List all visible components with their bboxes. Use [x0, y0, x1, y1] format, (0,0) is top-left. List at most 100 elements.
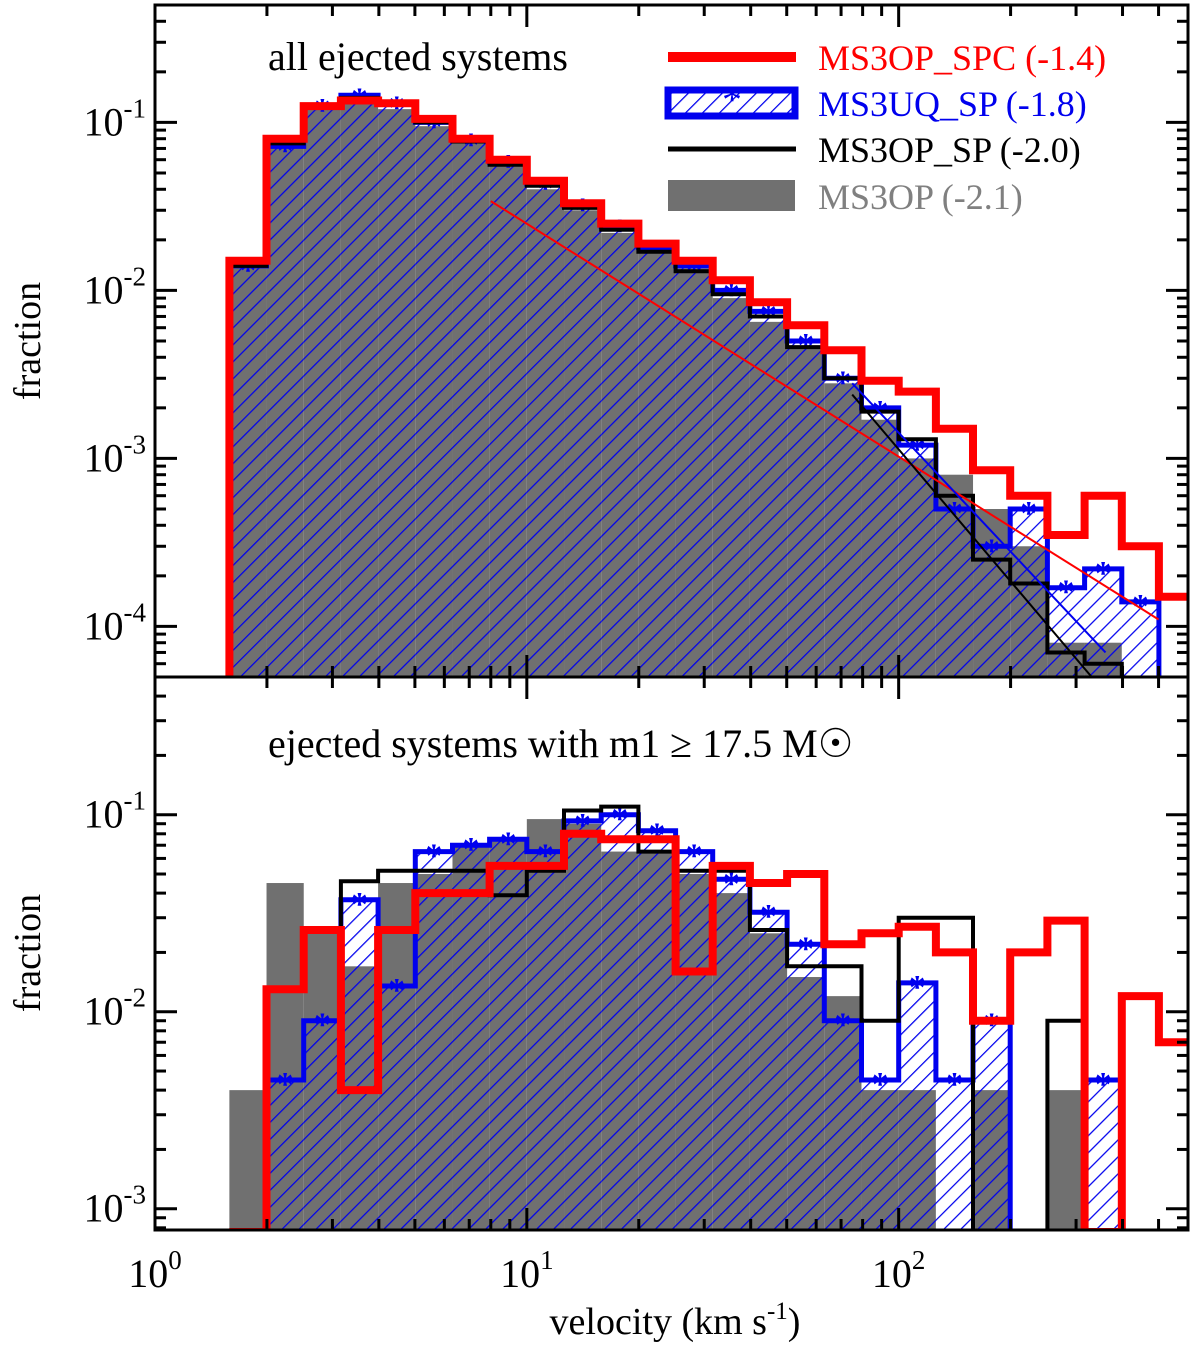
asterisk-marker-19: * [946, 1066, 963, 1103]
legend-label-ms3op: MS3OP (-2.1) [818, 177, 1023, 217]
asterisk-marker-12: * [686, 838, 703, 875]
ticks-bottom [153, 675, 1190, 1230]
hatch-ms3uq-sp-1-8-5 [415, 851, 453, 1230]
y-tick-labels-bottom: 10-1 10-2 10-3 [84, 786, 147, 1231]
fit-line-1 [851, 393, 1094, 677]
asterisk-marker-15: * [797, 930, 814, 967]
asterisk-marker-16: * [834, 364, 851, 401]
hatch-ms3uq-sp-1-8-11 [638, 830, 676, 1230]
hatch-ms3uq-sp-1-8-4 [378, 103, 416, 677]
legend: MS3OP_SPC (-1.4) * MS3UQ_SP (-1.8) MS3OP… [664, 38, 1106, 217]
fit-line-0 [490, 200, 1160, 621]
asterisk-marker-11: * [648, 817, 665, 854]
asterisk-marker-9: * [574, 192, 591, 229]
hatch-ms3uq-sp-1-8-9 [564, 820, 602, 1230]
hatch-ms3uq-sp-1-8-19 [935, 1080, 974, 1230]
asterisk-marker-20: * [983, 1007, 1000, 1044]
x-tick-labels: 100 101 102 [128, 1245, 925, 1296]
hatch-ms3uq-sp-1-8-14 [749, 912, 788, 1230]
hatch-ms3uq-sp-1-8-23 [1084, 1080, 1122, 1230]
series-layer-bottom: ***** * * ** * *********** [229, 801, 1188, 1230]
asterisk-marker-8: * [537, 170, 554, 207]
x-tick-label: 101 [500, 1245, 554, 1296]
hatch-ms3uq-sp-1-8-10 [601, 226, 639, 677]
asterisk-marker-19: * [946, 495, 963, 532]
hatch-ms3uq-sp-1-8-3 [340, 899, 379, 1230]
asterisk-marker-13: * [723, 865, 740, 902]
hatch-ms3uq-sp-1-8-23 [1084, 568, 1122, 677]
legend-swatch-gray-fill [668, 180, 795, 211]
legend-asterisk-icon: * [722, 77, 742, 122]
fit-line-2 [851, 382, 1107, 654]
panel-all-ejected: ************************* 10-110-210-310… [7, 3, 1190, 679]
asterisk-marker-18: * [909, 431, 926, 468]
asterisk-marker-5: * [425, 838, 442, 875]
y-tick-label: 10-2 [84, 261, 147, 312]
hatch-ms3uq-sp-1-8-7 [489, 162, 527, 677]
asterisk-marker-7: * [500, 825, 517, 862]
panel-title-top: all ejected systems [268, 34, 568, 79]
hatch-ms3uq-sp-1-8-14 [749, 311, 788, 677]
hatch-ms3uq-sp-1-8-15 [787, 341, 825, 677]
hatch-ms3uq-sp-1-8-6 [452, 140, 490, 677]
hatch-ms3uq-sp-1-8-13 [712, 290, 750, 677]
y-tick-label: 10-4 [84, 597, 147, 648]
hatch-ms3uq-sp-1-8-9 [564, 205, 602, 677]
hatch-ms3uq-sp-1-8-17 [861, 407, 899, 677]
hatch-ms3uq-sp-1-8-12 [675, 265, 713, 677]
asterisk-marker-22: * [1057, 574, 1074, 611]
hatch-ms3uq-sp-1-8-10 [601, 814, 639, 1230]
hatch-ms3uq-sp-1-8-7 [489, 839, 527, 1230]
ticks-top [153, 3, 1190, 679]
hatch-ms3uq-sp-1-8-16 [824, 1020, 862, 1230]
asterisk-marker-4: * [388, 972, 405, 1009]
asterisk-marker-2: * [314, 92, 331, 129]
legend-label-ms3uq-sp: MS3UQ_SP (-1.8) [818, 84, 1087, 124]
hatch-ms3uq-sp-1-8-5 [415, 122, 453, 677]
legend-label-ms3op-sp: MS3OP_SP (-2.0) [818, 130, 1081, 170]
legend-entry-ms3op-spc: MS3OP_SPC (-1.4) [668, 38, 1106, 78]
legend-label-ms3op-spc: MS3OP_SPC (-1.4) [818, 38, 1106, 78]
asterisk-marker-21: * [1020, 495, 1037, 532]
asterisk-marker-18: * [909, 969, 926, 1006]
asterisk-marker-5: * [425, 108, 442, 145]
legend-entry-ms3uq-sp: * MS3UQ_SP (-1.8) [664, 77, 1087, 124]
y-tick-labels-top: 10-1 10-2 10-3 10-4 [84, 93, 147, 648]
hatch-ms3uq-sp-1-8-8 [526, 184, 565, 677]
panel-title-bottom: ejected systems with m1 ≥ 17.5 M☉ [268, 721, 854, 766]
asterisk-marker-23: * [1095, 555, 1112, 592]
step-ms3op-spc-1-4 [225, 96, 1188, 677]
hatch-ms3uq-sp-1-8-2 [303, 1020, 341, 1230]
hatch-ms3uq-sp-1-8-19 [935, 509, 974, 677]
step-ms3op-spc-1-4 [229, 829, 1188, 1230]
hatch-ms3uq-sp-1-8-21 [1010, 509, 1048, 677]
asterisk-marker-4: * [388, 89, 405, 126]
hatch-ms3uq-sp-1-8-18 [898, 982, 936, 1230]
x-tick-label: 102 [872, 1245, 926, 1296]
asterisk-marker-2: * [314, 1007, 331, 1044]
asterisk-marker-14: * [760, 898, 777, 935]
hatch-ms3uq-sp-1-8-18 [898, 445, 936, 677]
y-tick-label: 10-3 [84, 1180, 147, 1231]
legend-entry-ms3op-sp: MS3OP_SP (-2.0) [668, 130, 1081, 170]
asterisk-marker-17: * [872, 1066, 889, 1103]
fit-lines-top [490, 200, 1160, 677]
asterisk-marker-23: * [1095, 1066, 1112, 1103]
asterisk-marker-6: * [463, 127, 480, 164]
hatch-ms3uq-sp-1-8-12 [675, 851, 713, 1230]
hatch-ms3uq-sp-1-8-3 [340, 95, 379, 677]
hatch-ms3uq-sp-1-8-0 [229, 265, 267, 677]
hatch-ms3uq-sp-1-8-17 [861, 1080, 899, 1230]
y-tick-label: 10-3 [84, 429, 147, 480]
x-tick-label: 100 [128, 1245, 182, 1296]
legend-swatch-blue-hatch [664, 86, 799, 120]
bar-ms3op-2-1-0 [229, 1090, 267, 1230]
asterisk-marker-3: * [351, 886, 368, 923]
hatch-ms3uq-sp-1-8-6 [452, 845, 490, 1230]
hatch-ms3uq-sp-1-8-13 [712, 879, 750, 1230]
hatch-ms3uq-sp-1-8-11 [638, 247, 676, 677]
y-tick-label: 10-1 [84, 786, 147, 837]
hatch-ms3uq-sp-1-8-16 [824, 378, 862, 677]
hatch-ms3uq-sp-1-8-1 [266, 1080, 304, 1230]
